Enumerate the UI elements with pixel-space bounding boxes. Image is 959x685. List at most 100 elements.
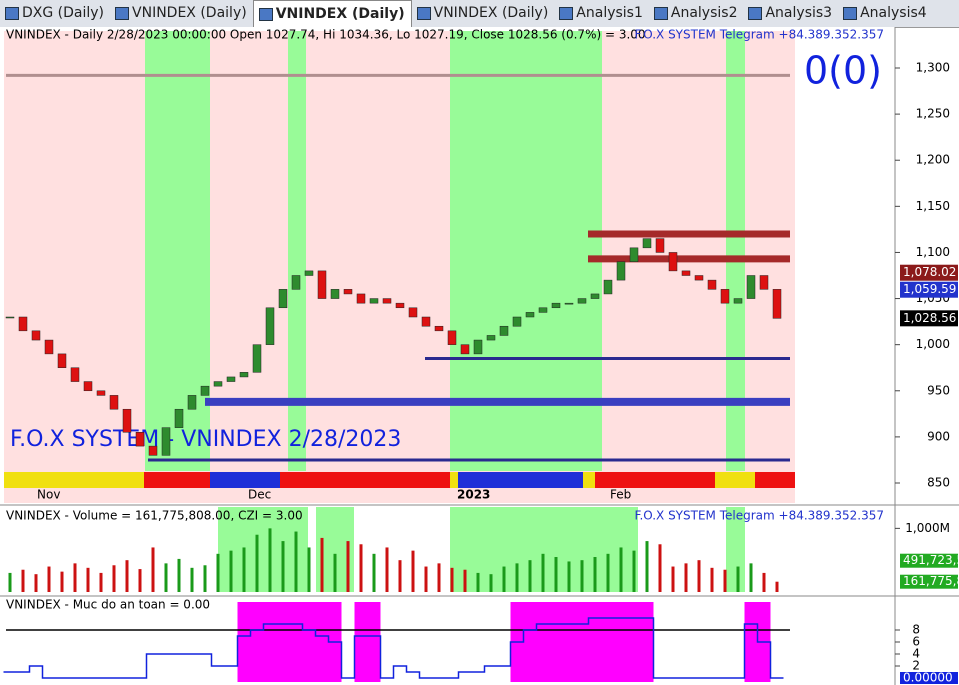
safety-zone [627, 602, 641, 682]
price-tag [900, 672, 958, 684]
candle [356, 293, 366, 304]
tab[interactable]: Analysis1 [554, 0, 649, 27]
safety-zone [523, 602, 537, 682]
candle [772, 289, 782, 319]
candle [278, 289, 288, 309]
pink-zone [4, 31, 795, 503]
volume-bar [671, 566, 675, 592]
candle [694, 275, 704, 281]
candle [629, 247, 639, 262]
volume-bar [580, 560, 584, 592]
volume-bar [372, 553, 376, 592]
tab[interactable]: Analysis3 [743, 0, 838, 27]
candle [499, 325, 509, 336]
volume-bar [255, 534, 259, 592]
strip [4, 472, 795, 488]
candle [187, 395, 197, 410]
tab[interactable]: VNINDEX (Daily) [412, 0, 555, 27]
zone [450, 31, 602, 471]
x-label: Nov [37, 488, 60, 502]
volume-bar [216, 553, 220, 592]
x-label: Feb [610, 488, 631, 502]
candle [551, 302, 561, 309]
strip [583, 472, 595, 488]
safety-zone [536, 602, 550, 682]
candle [395, 302, 405, 309]
volume-bar [385, 547, 389, 592]
volume-bar [281, 541, 285, 592]
volume-bar [112, 565, 116, 592]
tab[interactable]: Analysis4 [838, 0, 933, 27]
y-tick-label: 1,100 [916, 245, 950, 259]
strip [715, 472, 755, 488]
candle [161, 427, 171, 456]
y-tick-label: 1,150 [916, 199, 950, 213]
y-tick-label: 1,300 [916, 61, 950, 75]
candle [538, 307, 548, 313]
y-tick-label: 950 [927, 383, 950, 397]
safety-zone [289, 602, 303, 682]
candle [57, 353, 67, 368]
volume-bar [268, 528, 272, 592]
tab[interactable]: Analysis2 [649, 0, 744, 27]
x-label: Dec [248, 488, 271, 502]
price-tag-label: 1,078.02 [903, 265, 956, 279]
volume-bar [645, 541, 649, 592]
candle [291, 275, 301, 290]
candle [317, 270, 327, 299]
strip [4, 472, 144, 488]
volume-bar [203, 565, 207, 592]
volume-bar [606, 553, 610, 592]
volume-bar [541, 553, 545, 592]
candle [733, 298, 743, 304]
tab[interactable]: VNINDEX (Daily) [252, 0, 412, 27]
candle [31, 330, 41, 341]
pane-header-right: F.O.X SYSTEM Telegram +84.389.352.357 [634, 28, 884, 42]
y-tick-label: 1,000M [905, 521, 950, 535]
volume-bar [463, 569, 467, 592]
candle [408, 307, 418, 318]
safety-zone [562, 602, 576, 682]
candle [70, 367, 80, 382]
volume-bar [567, 561, 571, 592]
candle [174, 408, 184, 428]
volume-bar [619, 547, 623, 592]
candle [239, 372, 249, 378]
candle [148, 445, 158, 456]
candle [564, 302, 574, 305]
volume-bar [515, 563, 519, 592]
strip [450, 472, 458, 488]
candle [655, 238, 665, 253]
price-tag [900, 310, 958, 327]
safety-zone [549, 602, 563, 682]
y-tick-label: 6 [912, 635, 920, 649]
volume-bar [138, 569, 142, 592]
safety-zone [601, 602, 615, 682]
candle [213, 381, 223, 387]
color-strip [4, 472, 795, 488]
candle [96, 390, 106, 396]
candle [590, 293, 600, 299]
candle [44, 339, 54, 355]
volume-bar [229, 550, 233, 592]
strip [458, 472, 583, 488]
safety-zone [367, 602, 381, 682]
candle [135, 432, 145, 447]
volume-bar [346, 541, 350, 592]
tab[interactable]: DXG (Daily) [0, 0, 110, 27]
candle [746, 275, 756, 299]
volume-bar [320, 537, 324, 592]
pane-header: VNINDEX - Volume = 161,775,808.00, CZI =… [6, 509, 303, 523]
volume-bar [411, 550, 415, 592]
chart-window: VNINDEX - Daily 2/28/2023 00:00:00 Open … [0, 27, 959, 685]
candle [473, 339, 483, 355]
volume-bar [73, 563, 77, 592]
zone [145, 31, 210, 471]
safety-zone [744, 602, 758, 682]
pane-header: VNINDEX - Daily 2/28/2023 00:00:00 Open … [6, 28, 646, 42]
tab[interactable]: VNINDEX (Daily) [110, 0, 253, 27]
candle [226, 376, 236, 382]
volume-bar [242, 547, 246, 592]
safety-zone [575, 602, 589, 682]
volume-bar [60, 571, 64, 592]
